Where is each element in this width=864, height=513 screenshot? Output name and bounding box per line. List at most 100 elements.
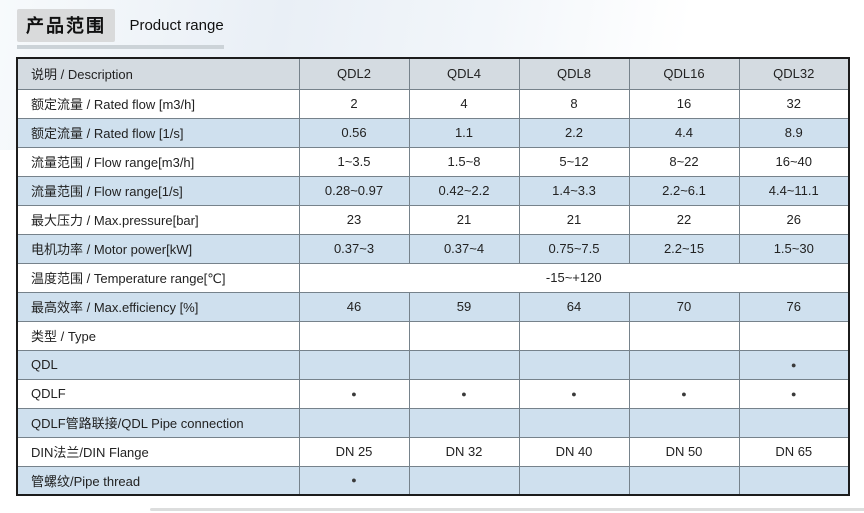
row-label: 最高效率 / Max.efficiency [%] [16, 291, 300, 322]
table-row: 温度范围 / Temperature range[℃] -15~+120 [16, 262, 850, 293]
table-cell [738, 320, 850, 351]
table-cell: 1.5~8 [408, 146, 520, 177]
table-cell [408, 465, 520, 496]
table-cell: 26 [738, 204, 850, 235]
table-cell: 4 [408, 88, 520, 119]
table-cell: 46 [298, 291, 410, 322]
table-cell [738, 465, 850, 496]
table-cell-span: -15~+120 [298, 262, 850, 293]
table-cell: 32 [738, 88, 850, 119]
table-cell: 22 [628, 204, 740, 235]
table-cell: 76 [738, 291, 850, 322]
column-header-description: 说明 / Description [16, 57, 300, 90]
table-cell: 8~22 [628, 146, 740, 177]
row-label: 温度范围 / Temperature range[℃] [16, 262, 300, 293]
table-cell: 21 [518, 204, 630, 235]
table-cell [518, 407, 630, 438]
table-cell: 16~40 [738, 146, 850, 177]
table-row: QDLF管路联接/QDL Pipe connection [16, 407, 850, 438]
table-cell [628, 320, 740, 351]
table-cell: 1.1 [408, 117, 520, 148]
table-cell: 23 [298, 204, 410, 235]
table-cell: 1.4~3.3 [518, 175, 630, 206]
row-label: 流量范围 / Flow range[m3/h] [16, 146, 300, 177]
row-label: 额定流量 / Rated flow [m3/h] [16, 88, 300, 119]
table-cell [518, 465, 630, 496]
table-cell: DN 40 [518, 436, 630, 467]
table-cell [738, 407, 850, 438]
table-cell [628, 465, 740, 496]
table-cell [408, 349, 520, 380]
row-label: 最大压力 / Max.pressure[bar] [16, 204, 300, 235]
column-header-qdl4: QDL4 [408, 57, 520, 90]
table-cell: 0.42~2.2 [408, 175, 520, 206]
table-cell: 2.2~6.1 [628, 175, 740, 206]
table-cell: 21 [408, 204, 520, 235]
page-title-chinese: 产品范围 [17, 9, 115, 42]
table-cell: 0.56 [298, 117, 410, 148]
table-row: 电机功率 / Motor power[kW] 0.37~3 0.37~4 0.75~7… [16, 233, 850, 264]
page-title: 产品范围 Product range [17, 9, 224, 49]
row-label: 类型 / Type [16, 320, 300, 351]
table-cell: DN 32 [408, 436, 520, 467]
table-cell: 0.28~0.97 [298, 175, 410, 206]
table-cell: 59 [408, 291, 520, 322]
footer-divider [150, 508, 864, 511]
table-row: 流量范围 / Flow range[1/s] 0.28~0.97 0.42~2.2 1… [16, 175, 850, 206]
table-cell [408, 407, 520, 438]
table-cell [298, 349, 410, 380]
table-cell: 2 [298, 88, 410, 119]
table-cell: 5~12 [518, 146, 630, 177]
table-row: DIN法兰/DIN Flange DN 25 DN 32 DN 40 DN 50 DN 6… [16, 436, 850, 467]
column-header-qdl2: QDL2 [298, 57, 410, 90]
table-cell [298, 407, 410, 438]
table-body: 额定流量 / Rated flow [m3/h] 2 4 8 16 32 额定流量 / Ra… [16, 88, 850, 496]
table-cell: 8 [518, 88, 630, 119]
column-header-qdl16: QDL16 [628, 57, 740, 90]
page-title-english: Product range [129, 17, 224, 34]
table-header-row: 说明 / Description QDL2 QDL4 QDL8 QDL16 QDL32 [16, 57, 850, 90]
row-label: 额定流量 / Rated flow [1/s] [16, 117, 300, 148]
table-row: 流量范围 / Flow range[m3/h] 1~3.5 1.5~8 5~12 8~2… [16, 146, 850, 177]
product-range-table: 说明 / Description QDL2 QDL4 QDL8 QDL16 QDL32 额… [16, 57, 850, 496]
table-row: 类型 / Type [16, 320, 850, 351]
table-cell: 8.9 [738, 117, 850, 148]
table-row: 额定流量 / Rated flow [m3/h] 2 4 8 16 32 [16, 88, 850, 119]
table-cell: 1.5~30 [738, 233, 850, 264]
bullet-dot: ● [298, 378, 410, 409]
table-row: 最大压力 / Max.pressure[bar] 23 21 21 22 26 [16, 204, 850, 235]
row-label: 管螺纹/Pipe thread [16, 465, 300, 496]
table-row: 额定流量 / Rated flow [1/s] 0.56 1.1 2.2 4.4 8.9 [16, 117, 850, 148]
table-cell [518, 320, 630, 351]
table-row: QDLF ● ● ● ● ● [16, 378, 850, 409]
table-cell: 0.37~4 [408, 233, 520, 264]
row-label: QDLF管路联接/QDL Pipe connection [16, 407, 300, 438]
table-cell: 16 [628, 88, 740, 119]
row-label: 电机功率 / Motor power[kW] [16, 233, 300, 264]
table-row: QDL ● [16, 349, 850, 380]
bullet-dot: ● [738, 378, 850, 409]
table-cell: 2.2 [518, 117, 630, 148]
table-cell: 2.2~15 [628, 233, 740, 264]
table-cell [298, 320, 410, 351]
table-cell: 4.4~11.1 [738, 175, 850, 206]
table-header: 说明 / Description QDL2 QDL4 QDL8 QDL16 QDL32 [16, 57, 850, 90]
table-cell [518, 349, 630, 380]
table-cell [408, 320, 520, 351]
column-header-qdl8: QDL8 [518, 57, 630, 90]
bullet-dot: ● [518, 378, 630, 409]
row-label: QDL [16, 349, 300, 380]
table-cell: 0.75~7.5 [518, 233, 630, 264]
row-label: QDLF [16, 378, 300, 409]
bullet-dot: ● [738, 349, 850, 380]
table-cell: DN 25 [298, 436, 410, 467]
row-label: DIN法兰/DIN Flange [16, 436, 300, 467]
column-header-qdl32: QDL32 [738, 57, 850, 90]
table-cell: 70 [628, 291, 740, 322]
table-cell [628, 407, 740, 438]
table-cell: 64 [518, 291, 630, 322]
bullet-dot: ● [298, 465, 410, 496]
table-cell: 4.4 [628, 117, 740, 148]
table-cell: DN 65 [738, 436, 850, 467]
